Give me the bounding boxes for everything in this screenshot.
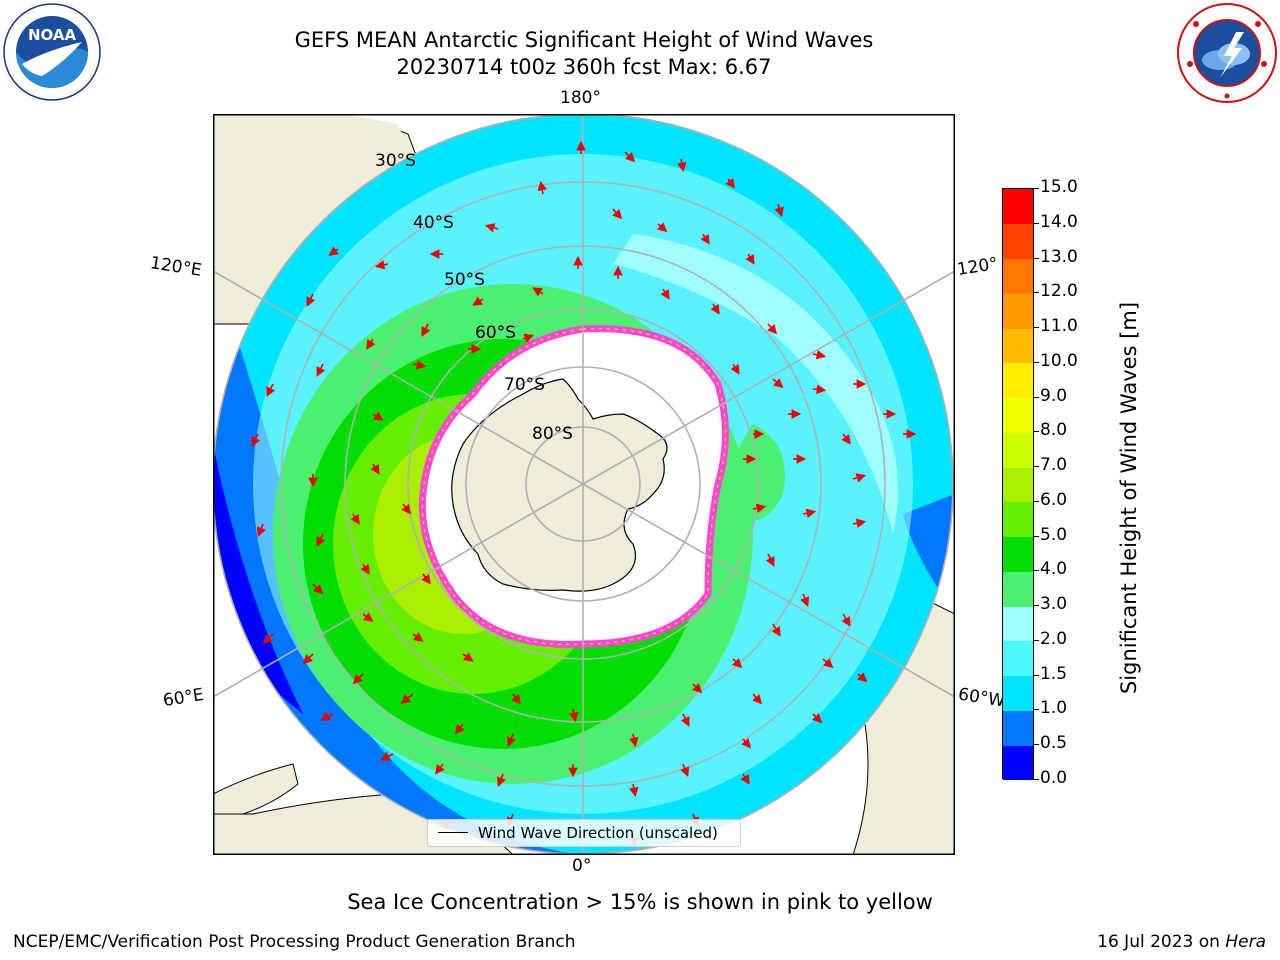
colorbar-tick-mark xyxy=(1033,639,1039,641)
colorbar-tick-mark xyxy=(1033,361,1039,363)
colorbar-band xyxy=(1003,397,1033,433)
colorbar-tick-label: 1.5 xyxy=(1040,663,1068,684)
colorbar-tick-mark xyxy=(1033,779,1039,780)
colorbar-tick-label: 15.0 xyxy=(1040,177,1078,197)
colorbar-tick-mark xyxy=(1033,744,1039,746)
lon-label-120e: 120°E xyxy=(148,253,203,281)
colorbar-tick-mark xyxy=(1033,257,1039,259)
footer-machine: Hera xyxy=(1225,932,1266,952)
colorbar-band xyxy=(1003,362,1033,399)
colorbar-tick-label: 10.0 xyxy=(1040,350,1078,371)
colorbar-tick-mark xyxy=(1033,570,1039,572)
colorbar-band xyxy=(1003,501,1033,538)
colorbar-band xyxy=(1003,536,1033,572)
colorbar-band xyxy=(1003,710,1033,746)
colorbar-tick-label: 2.0 xyxy=(1040,628,1068,649)
footer-credit: NCEP/EMC/Verification Post Processing Pr… xyxy=(13,932,576,952)
colorbar-band xyxy=(1003,293,1033,329)
footer-date-text: 16 Jul 2023 on xyxy=(1097,932,1226,952)
colorbar-tick-label: 0.5 xyxy=(1040,733,1068,754)
svg-text:NOAA: NOAA xyxy=(28,26,77,44)
colorbar-tick-mark xyxy=(1033,292,1039,294)
antarctica-land xyxy=(451,378,668,592)
lat-label-40s: 40°S xyxy=(413,213,454,233)
colorbar-tick-mark xyxy=(1033,431,1039,433)
colorbar-tick-label: 13.0 xyxy=(1040,246,1078,267)
colorbar-tick-label: 7.0 xyxy=(1040,455,1068,476)
colorbar-tick-label: 4.0 xyxy=(1040,559,1068,580)
colorbar-band xyxy=(1003,328,1033,364)
polar-map-svg xyxy=(212,113,956,856)
wind-wave-arrows xyxy=(251,140,917,848)
colorbar-tick-label: 14.0 xyxy=(1040,211,1078,232)
colorbar-band xyxy=(1003,571,1033,607)
colorbar-tick-mark xyxy=(1033,188,1039,189)
lat-label-60s: 60°S xyxy=(475,323,516,343)
lon-label-180: 180° xyxy=(560,88,601,108)
nws-logo xyxy=(1177,3,1277,103)
lon-label-60w: 60°W xyxy=(956,684,1007,712)
forecast-subtitle: 20230714 t00z 360h fcst Max: 6.67 xyxy=(396,55,772,79)
colorbar-tick-mark xyxy=(1033,327,1039,329)
colorbar-tick-label: 12.0 xyxy=(1040,281,1078,302)
colorbar-band xyxy=(1003,189,1033,225)
lon-label-0: 0° xyxy=(572,856,592,876)
lat-label-30s: 30°S xyxy=(375,151,416,171)
colorbar-tick-label: 11.0 xyxy=(1040,316,1078,337)
colorbar-tick-label: 8.0 xyxy=(1040,420,1068,441)
africa-land-left xyxy=(212,763,299,815)
footer-date: 16 Jul 2023 on Hera xyxy=(1097,932,1266,952)
map-legend: Wind Wave Direction (unscaled) xyxy=(427,819,741,847)
lon-label-120w: 120° xyxy=(955,253,1000,281)
colorbar-tick-mark xyxy=(1033,466,1039,468)
colorbar-tick-mark xyxy=(1033,709,1039,711)
legend-label: Wind Wave Direction (unscaled) xyxy=(478,824,718,842)
colorbar-band xyxy=(1003,223,1033,259)
colorbar-band xyxy=(1003,745,1033,781)
colorbar xyxy=(1002,188,1034,781)
lat-label-70s: 70°S xyxy=(504,375,545,395)
colorbar-band xyxy=(1003,640,1033,677)
polar-map: 30°S 40°S 50°S 60°S 70°S 80°S xyxy=(212,113,956,856)
colorbar-band xyxy=(1003,467,1033,503)
colorbar-label: Significant Height of Wind Waves [m] xyxy=(1117,301,1141,695)
noaa-logo: NOAA xyxy=(3,3,101,101)
lat-label-80s: 80°S xyxy=(532,424,573,444)
colorbar-band xyxy=(1003,606,1033,642)
map-title: GEFS MEAN Antarctic Significant Height o… xyxy=(294,28,874,52)
colorbar-tick-label: 6.0 xyxy=(1040,489,1068,510)
colorbar-tick-label: 0.0 xyxy=(1040,768,1068,788)
colorbar-tick-mark xyxy=(1033,500,1039,502)
colorbar-tick-label: 9.0 xyxy=(1040,385,1068,406)
colorbar-tick-label: 1.0 xyxy=(1040,698,1068,719)
colorbar-tick-label: 5.0 xyxy=(1040,524,1068,545)
colorbar-band xyxy=(1003,432,1033,468)
sea-ice-note: Sea Ice Concentration > 15% is shown in … xyxy=(347,890,933,914)
colorbar-tick-mark xyxy=(1033,396,1039,398)
colorbar-tick-label: 3.0 xyxy=(1040,594,1068,615)
colorbar-tick-mark xyxy=(1033,605,1039,607)
colorbar-band xyxy=(1003,675,1033,711)
colorbar-band xyxy=(1003,258,1033,294)
lat-label-50s: 50°S xyxy=(444,270,485,290)
colorbar-tick-mark xyxy=(1033,222,1039,224)
lon-label-60e: 60°E xyxy=(161,684,206,712)
colorbar-tick-mark xyxy=(1033,535,1039,537)
colorbar-tick-mark xyxy=(1033,674,1039,676)
legend-line-icon xyxy=(438,832,468,834)
